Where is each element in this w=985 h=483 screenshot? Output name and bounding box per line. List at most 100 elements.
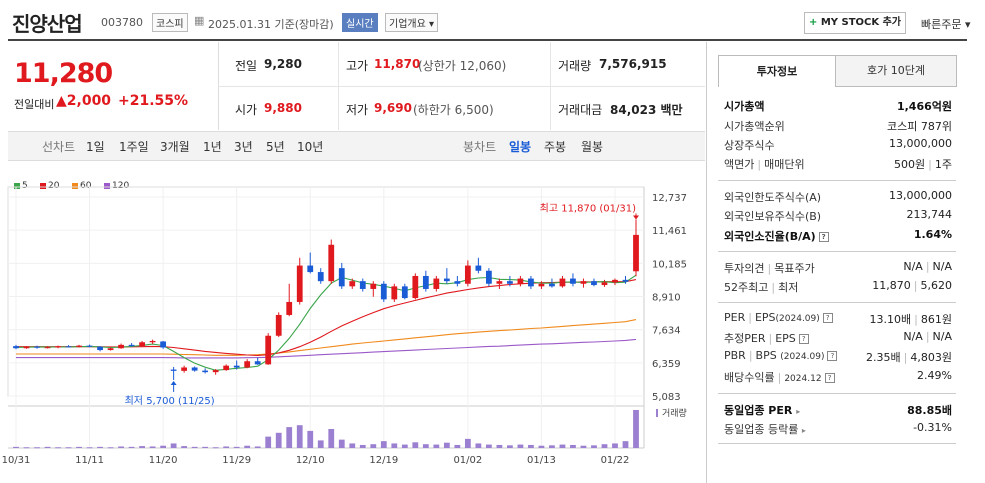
volume-bar: [633, 410, 639, 448]
volume-bar: [307, 430, 314, 448]
x-tick-label: 11/29: [222, 455, 251, 466]
tab-3year[interactable]: 3년: [234, 140, 253, 154]
chart-grid: [7, 186, 645, 449]
help-icon[interactable]: ?: [818, 232, 829, 242]
stock-code: 003780: [101, 16, 143, 29]
candle-chart-label: 봉차트: [463, 140, 497, 154]
candle-body: [296, 265, 303, 302]
per-row: PER | EPS(2024.09)? 13.10배 | 861원: [724, 311, 952, 326]
volume-bar: [443, 442, 450, 448]
tab-1week[interactable]: 1주일: [119, 140, 149, 154]
tab-1day[interactable]: 1일: [86, 140, 105, 154]
volume-bar: [160, 445, 167, 448]
help-icon[interactable]: ?: [827, 351, 838, 361]
tab-10year[interactable]: 10년: [297, 140, 324, 154]
candle-body: [591, 281, 597, 286]
divider: [718, 302, 956, 303]
volume-bar: [464, 438, 471, 448]
ma120-line: [16, 338, 637, 359]
sector-per-row[interactable]: 동일업종 PER ▸ 88.85배: [724, 404, 952, 417]
volume-bar: [286, 427, 293, 448]
volume-bar: [191, 446, 198, 448]
volume-bar: [538, 445, 545, 448]
sector-change-row[interactable]: 동일업종 등락률 ▸ -0.31%: [724, 421, 952, 436]
tab-orderbook[interactable]: 호가 10단계: [835, 55, 957, 87]
candle-body: [191, 367, 198, 371]
volume-bar: [454, 444, 461, 448]
volume-bar: [233, 446, 240, 448]
volume-bar: [34, 447, 40, 449]
candle-body: [65, 346, 72, 348]
foreign-hold-row: 외국인보유주식수(B) 213,744: [724, 208, 952, 223]
y-tick-label: 5,083: [652, 392, 681, 403]
chart-axes: 12,737 11,461 10,185 8,910 7,634 6,359 5,083 10…: [2, 193, 687, 466]
mystock-add-button[interactable]: + MY STOCK 추가: [804, 12, 906, 34]
high-annotation: 최고 11,870 (01/31): [540, 203, 636, 215]
tab-invest-info[interactable]: 투자정보: [718, 55, 836, 87]
tab-5year[interactable]: 5년: [266, 140, 285, 154]
legend-ma120: 120: [104, 181, 129, 191]
tab-monthly[interactable]: 월봉: [581, 140, 604, 154]
lower-limit: (하한가 6,500): [413, 103, 494, 117]
candle-body: [507, 281, 513, 284]
volume-bar: [485, 444, 492, 448]
volume-bar: [517, 444, 524, 448]
candle-body: [370, 283, 377, 289]
help-icon[interactable]: ?: [824, 373, 835, 383]
volume-bar: [223, 446, 230, 448]
candle-body: [612, 279, 618, 283]
help-icon[interactable]: ?: [798, 334, 809, 344]
tab-1year[interactable]: 1년: [203, 140, 222, 154]
volume-bar: [591, 445, 597, 448]
help-icon[interactable]: ?: [822, 313, 833, 323]
candle-body: [128, 344, 135, 347]
ma5-line: [15, 274, 637, 371]
divider: [718, 180, 956, 181]
legend-ma20: 20: [40, 181, 59, 191]
low-arrow-head: [170, 380, 177, 385]
line-chart-label: 선차트: [42, 140, 76, 154]
tab-weekly[interactable]: 주봉: [544, 140, 567, 154]
candle-body: [622, 279, 629, 282]
volume-bar: [528, 444, 534, 448]
opinion-row: 투자의견 | 목표주가 N/A | N/A: [724, 260, 952, 275]
volume-bar: [370, 444, 377, 448]
volume-bar: [380, 441, 387, 448]
candle-body: [359, 281, 366, 289]
quick-order-dropdown[interactable]: 빠른주문 ▾: [921, 18, 971, 31]
candle-body: [55, 346, 61, 348]
foreign-ratio-row: 외국인소진율(B/A)? 1.64%: [724, 228, 952, 243]
candle-body: [254, 361, 261, 365]
change-amount: ▲2,000: [56, 93, 112, 109]
moving-average-lines: [15, 274, 637, 371]
candle-body: [76, 345, 82, 347]
candle-body: [286, 301, 293, 315]
tab-daily[interactable]: 일봉: [509, 140, 532, 154]
volume-bar: [612, 443, 618, 448]
divider: [718, 393, 956, 394]
candle-body: [422, 275, 429, 289]
x-tick-label: 11/11: [75, 455, 104, 466]
candle-body: [86, 345, 93, 347]
legend-ma5: 5: [14, 181, 28, 191]
tab-3month[interactable]: 3개월: [160, 140, 190, 154]
volume-bar: [128, 446, 135, 448]
volume-bar: [13, 446, 19, 448]
candle-body: [275, 314, 282, 336]
candle-body: [34, 346, 40, 348]
company-info-dropdown[interactable]: 기업개요 ▾: [385, 13, 438, 32]
page-title: 진양산업: [12, 12, 83, 36]
candle-body: [233, 365, 240, 368]
realtime-button[interactable]: 실시간: [342, 13, 378, 32]
candle-body: [401, 286, 408, 299]
volume-bar: [202, 446, 209, 448]
current-price: 11,280: [14, 58, 113, 89]
x-tick-label: 01/22: [601, 455, 630, 466]
volume-bar: [391, 443, 398, 448]
volume-bar: [401, 444, 408, 448]
y-tick-label: 12,737: [652, 193, 687, 204]
volume-bar: [44, 446, 51, 448]
stock-chart[interactable]: 12,737 11,461 10,185 8,910 7,634 6,359 5,083 10…: [0, 160, 705, 483]
volume-bar: [496, 444, 503, 448]
y-tick-label: 6,359: [652, 359, 681, 370]
